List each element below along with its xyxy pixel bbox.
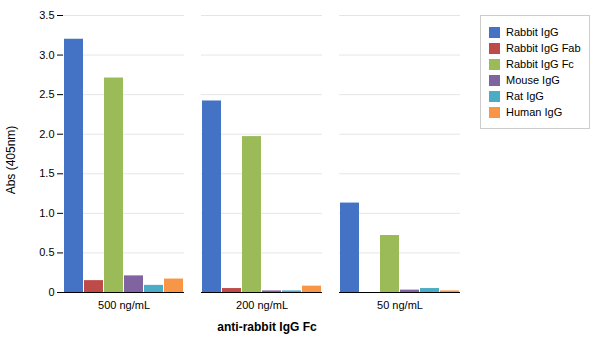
html-text:Rabbit IgG Fc: Rabbit IgG Fc <box>506 58 574 70</box>
svg-text:2.0: 2.0 <box>39 128 54 140</box>
html-text:Rabbit IgG: Rabbit IgG <box>506 26 559 38</box>
html-text:Human IgG: Human IgG <box>506 106 563 118</box>
svg-text:500 ng/mL: 500 ng/mL <box>98 299 150 311</box>
svg-text:200 ng/mL: 200 ng/mL <box>236 299 288 311</box>
svg-text:3.0: 3.0 <box>39 49 54 61</box>
html-text:anti-rabbit IgG Fc: anti-rabbit IgG Fc <box>217 320 317 334</box>
svg-text:3.5: 3.5 <box>39 9 54 21</box>
html-text:Rabbit IgG Fab: Rabbit IgG Fab <box>506 42 581 54</box>
html-text:Rat IgG: Rat IgG <box>506 90 544 102</box>
svg-text:2.5: 2.5 <box>39 88 54 100</box>
html-text:Abs (405nm): Abs (405nm) <box>4 125 18 195</box>
svg-text:1.5: 1.5 <box>39 167 54 179</box>
svg-text:1.0: 1.0 <box>39 207 54 219</box>
svg-text:50 ng/mL: 50 ng/mL <box>377 299 423 311</box>
svg-text:0: 0 <box>48 286 54 298</box>
html-text:Mouse IgG: Mouse IgG <box>506 74 560 86</box>
svg-text:0.5: 0.5 <box>39 246 54 258</box>
